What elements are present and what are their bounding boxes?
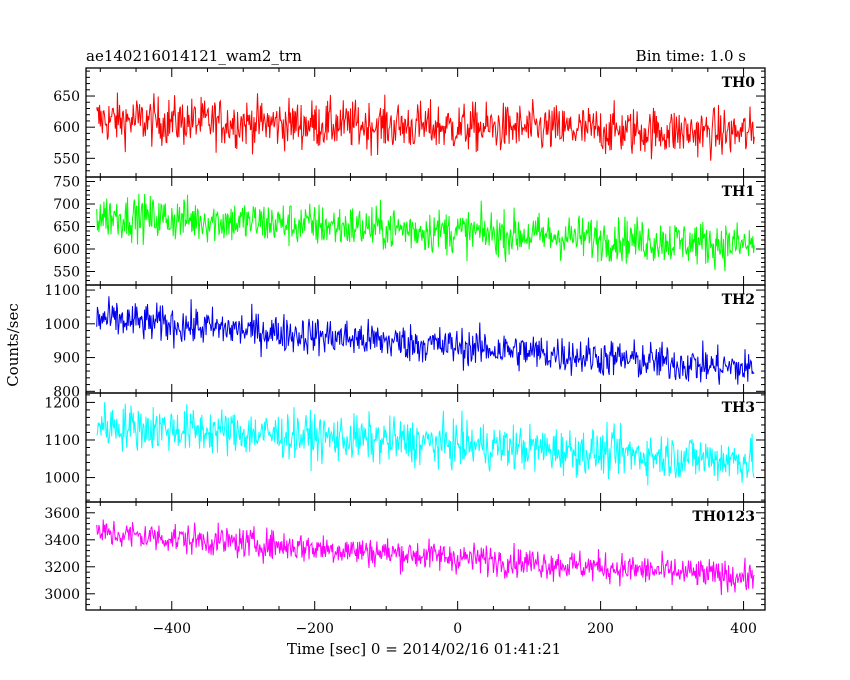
panel-th0: 550 600 650 TH0	[53, 67, 766, 178]
y-tick-label: 3200	[44, 560, 80, 576]
panel-label-th1: TH1	[722, 184, 755, 200]
y-tick-label: 900	[53, 351, 80, 367]
panel-label-th3: TH3	[722, 400, 755, 416]
y-tick-label: 1000	[44, 471, 80, 487]
y-axis-label: Counts/sec	[4, 303, 22, 387]
panel-th2: 800 900 1000 1100 TH2	[44, 283, 766, 400]
panel-label-th0: TH0	[722, 75, 756, 91]
panel-frame	[85, 392, 766, 503]
x-tick-label: 200	[587, 621, 614, 637]
y-tick-label: 600	[53, 120, 80, 136]
y-tick-label: 1100	[44, 433, 80, 449]
x-axis-label: Time [sec] 0 = 2014/02/16 01:41:21	[287, 640, 561, 658]
y-tick-label: 800	[53, 384, 80, 400]
y-tick-label: 1100	[44, 283, 80, 299]
x-tick-label: −400	[153, 621, 191, 637]
panel-frame	[85, 284, 766, 394]
series-line-th2	[96, 296, 755, 385]
panel-th1: 550 600 650 700 750 TH1	[53, 175, 766, 286]
series-line-th0123	[96, 519, 755, 596]
y-tick-label: 600	[53, 242, 80, 258]
y-tick-label: 3000	[44, 587, 80, 603]
chart-title-right: Bin time: 1.0 s	[636, 47, 746, 65]
x-tick-label: 400	[730, 621, 757, 637]
panel-label-th2: TH2	[722, 292, 755, 308]
y-tick-label: 550	[53, 265, 80, 281]
y-tick-label: 650	[53, 89, 80, 105]
y-tick-label: 3600	[44, 506, 80, 522]
x-axis: −400 −200 0 200 400	[153, 621, 757, 637]
y-tick-label: 700	[53, 197, 80, 213]
panel-label-th0123: TH0123	[692, 509, 755, 525]
x-tick-label: 0	[453, 621, 462, 637]
y-tick-label: 750	[53, 175, 80, 191]
series-line-th0	[96, 92, 755, 161]
series-line-th1	[96, 193, 755, 272]
panels: 550 600 650 TH0 550 600 650 700 750 TH1 800 900 1000…	[44, 67, 766, 611]
panel-th0123: 3000 3200 3400 3600 TH0123	[44, 501, 766, 611]
y-tick-label: 1200	[44, 395, 80, 411]
y-tick-label: 550	[53, 151, 80, 167]
series-line-th3	[96, 402, 755, 486]
y-tick-label: 1000	[44, 317, 80, 333]
x-tick-label: −200	[295, 621, 333, 637]
panel-th3: 1000 1100 1200 TH3	[44, 392, 766, 503]
chart-title-left: ae140216014121_wam2_trn	[86, 47, 302, 65]
y-tick-label: 650	[53, 220, 80, 236]
y-tick-label: 3400	[44, 533, 80, 549]
